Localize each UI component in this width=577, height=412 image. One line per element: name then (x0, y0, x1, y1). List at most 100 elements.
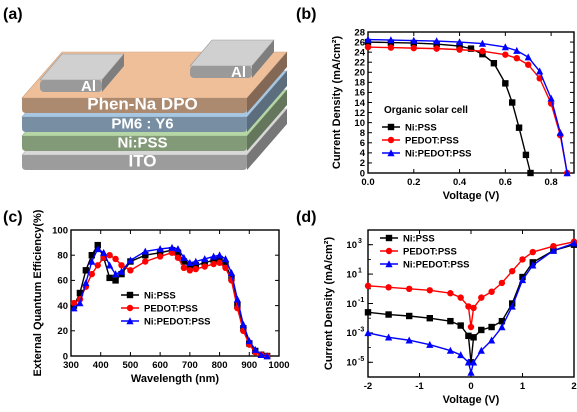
data-point (106, 252, 113, 259)
x-tick-label: 500 (122, 360, 138, 371)
x-tick-label: 1 (520, 381, 526, 392)
y-tick-label: 6 (360, 138, 365, 149)
x-tick-label: 2 (571, 381, 576, 392)
y-tick-label: 10 (346, 269, 357, 280)
data-point (210, 260, 217, 268)
data-point (82, 267, 90, 274)
data-point (257, 350, 265, 358)
data-point (201, 255, 209, 263)
data-point (186, 267, 194, 274)
panel-b-chart: Organic solar cell 0.0 0.2 0.4 0.6 0.8024681… (331, 27, 575, 202)
y-tick-label: 8 (360, 128, 365, 139)
y-tick-label: 22 (354, 58, 365, 69)
legend-marker (385, 234, 393, 242)
electrode-right-label: Al (231, 64, 246, 81)
data-point (488, 288, 495, 295)
layer-pm6-y6-label: PM6 : Y6 (111, 116, 173, 133)
electrode-left-front (40, 80, 102, 92)
series-ni-pss (364, 241, 577, 366)
layer-ito-label: ITO (128, 152, 156, 171)
y-tick-label: 2 (360, 158, 365, 169)
data-point (156, 245, 164, 253)
data-point (222, 264, 229, 271)
electrode-left: Al (39, 53, 125, 95)
y-tick-exponent: -5 (358, 356, 364, 363)
data-point (467, 359, 475, 366)
data-point (488, 336, 496, 344)
data-point (433, 45, 440, 52)
y-tick-label: 10 (346, 240, 357, 251)
data-point (180, 264, 188, 271)
data-point (100, 248, 108, 256)
layer-phen-na-dpo-front (22, 98, 247, 113)
legend-label: Ni:PSS (405, 123, 437, 134)
legend-marker (387, 123, 395, 131)
layer-ito-front (22, 155, 247, 170)
data-point (549, 246, 557, 254)
data-point (410, 36, 418, 44)
data-point (478, 294, 485, 301)
y-tick-label: 10 (346, 328, 357, 339)
x-tick-label: -2 (364, 381, 372, 392)
data-point (467, 368, 475, 376)
data-point (118, 262, 125, 269)
data-point (180, 253, 188, 261)
y-tick-label: 100 (52, 225, 68, 236)
x-axis-label: Wavelength (nm) (131, 373, 220, 385)
x-tick-label: 700 (182, 360, 198, 371)
data-point (502, 80, 509, 87)
data-point (141, 247, 149, 255)
data-point (216, 255, 223, 263)
data-point (502, 51, 509, 58)
data-point (406, 285, 413, 292)
data-point (168, 249, 176, 256)
data-point (478, 39, 487, 47)
data-point (201, 259, 208, 266)
y-tick-label: 80 (57, 251, 68, 262)
legend-label: Ni:PSS (403, 234, 435, 245)
data-point (156, 253, 164, 260)
panel-a-label: (a) (3, 6, 23, 23)
panel-b-annotation: Organic solar cell (384, 105, 468, 116)
legend-marker (385, 260, 393, 268)
legend-label: Ni:PEDOT:PSS (144, 317, 211, 328)
x-tick-label: 0.2 (407, 177, 420, 188)
data-point (387, 44, 395, 51)
data-point (210, 252, 218, 260)
data-point (387, 36, 395, 44)
electrode-right-side (252, 40, 274, 78)
data-point (88, 257, 96, 265)
data-point (221, 255, 230, 263)
series-pedot-pss (364, 43, 571, 177)
panel-c-label: (c) (3, 209, 23, 226)
y-tick-label: 10 (354, 118, 365, 129)
data-point (465, 303, 472, 310)
x-tick-label: 600 (152, 360, 168, 371)
legend-marker (385, 247, 393, 255)
data-point (168, 243, 176, 251)
electrode-right: Al (189, 39, 275, 81)
data-point (527, 169, 534, 177)
data-point (76, 289, 84, 297)
data-point (216, 259, 223, 266)
y-tick-label: 24 (354, 47, 365, 58)
data-point (426, 287, 433, 294)
data-point (570, 239, 577, 247)
data-point (201, 263, 208, 270)
panel-d-label: (d) (296, 209, 316, 226)
data-point (433, 37, 441, 45)
y-axis-label: Current Density (mA/cm²) (323, 237, 335, 371)
plot-frame (70, 229, 280, 357)
data-point (455, 38, 464, 46)
data-point (447, 290, 454, 297)
data-point (446, 346, 454, 354)
data-point (550, 242, 557, 250)
legend-label: Ni:PSS (144, 291, 176, 302)
data-point (547, 94, 555, 102)
data-point (498, 279, 506, 287)
legend-marker (126, 291, 134, 299)
data-point (180, 258, 188, 265)
y-tick-label: 28 (354, 27, 365, 38)
